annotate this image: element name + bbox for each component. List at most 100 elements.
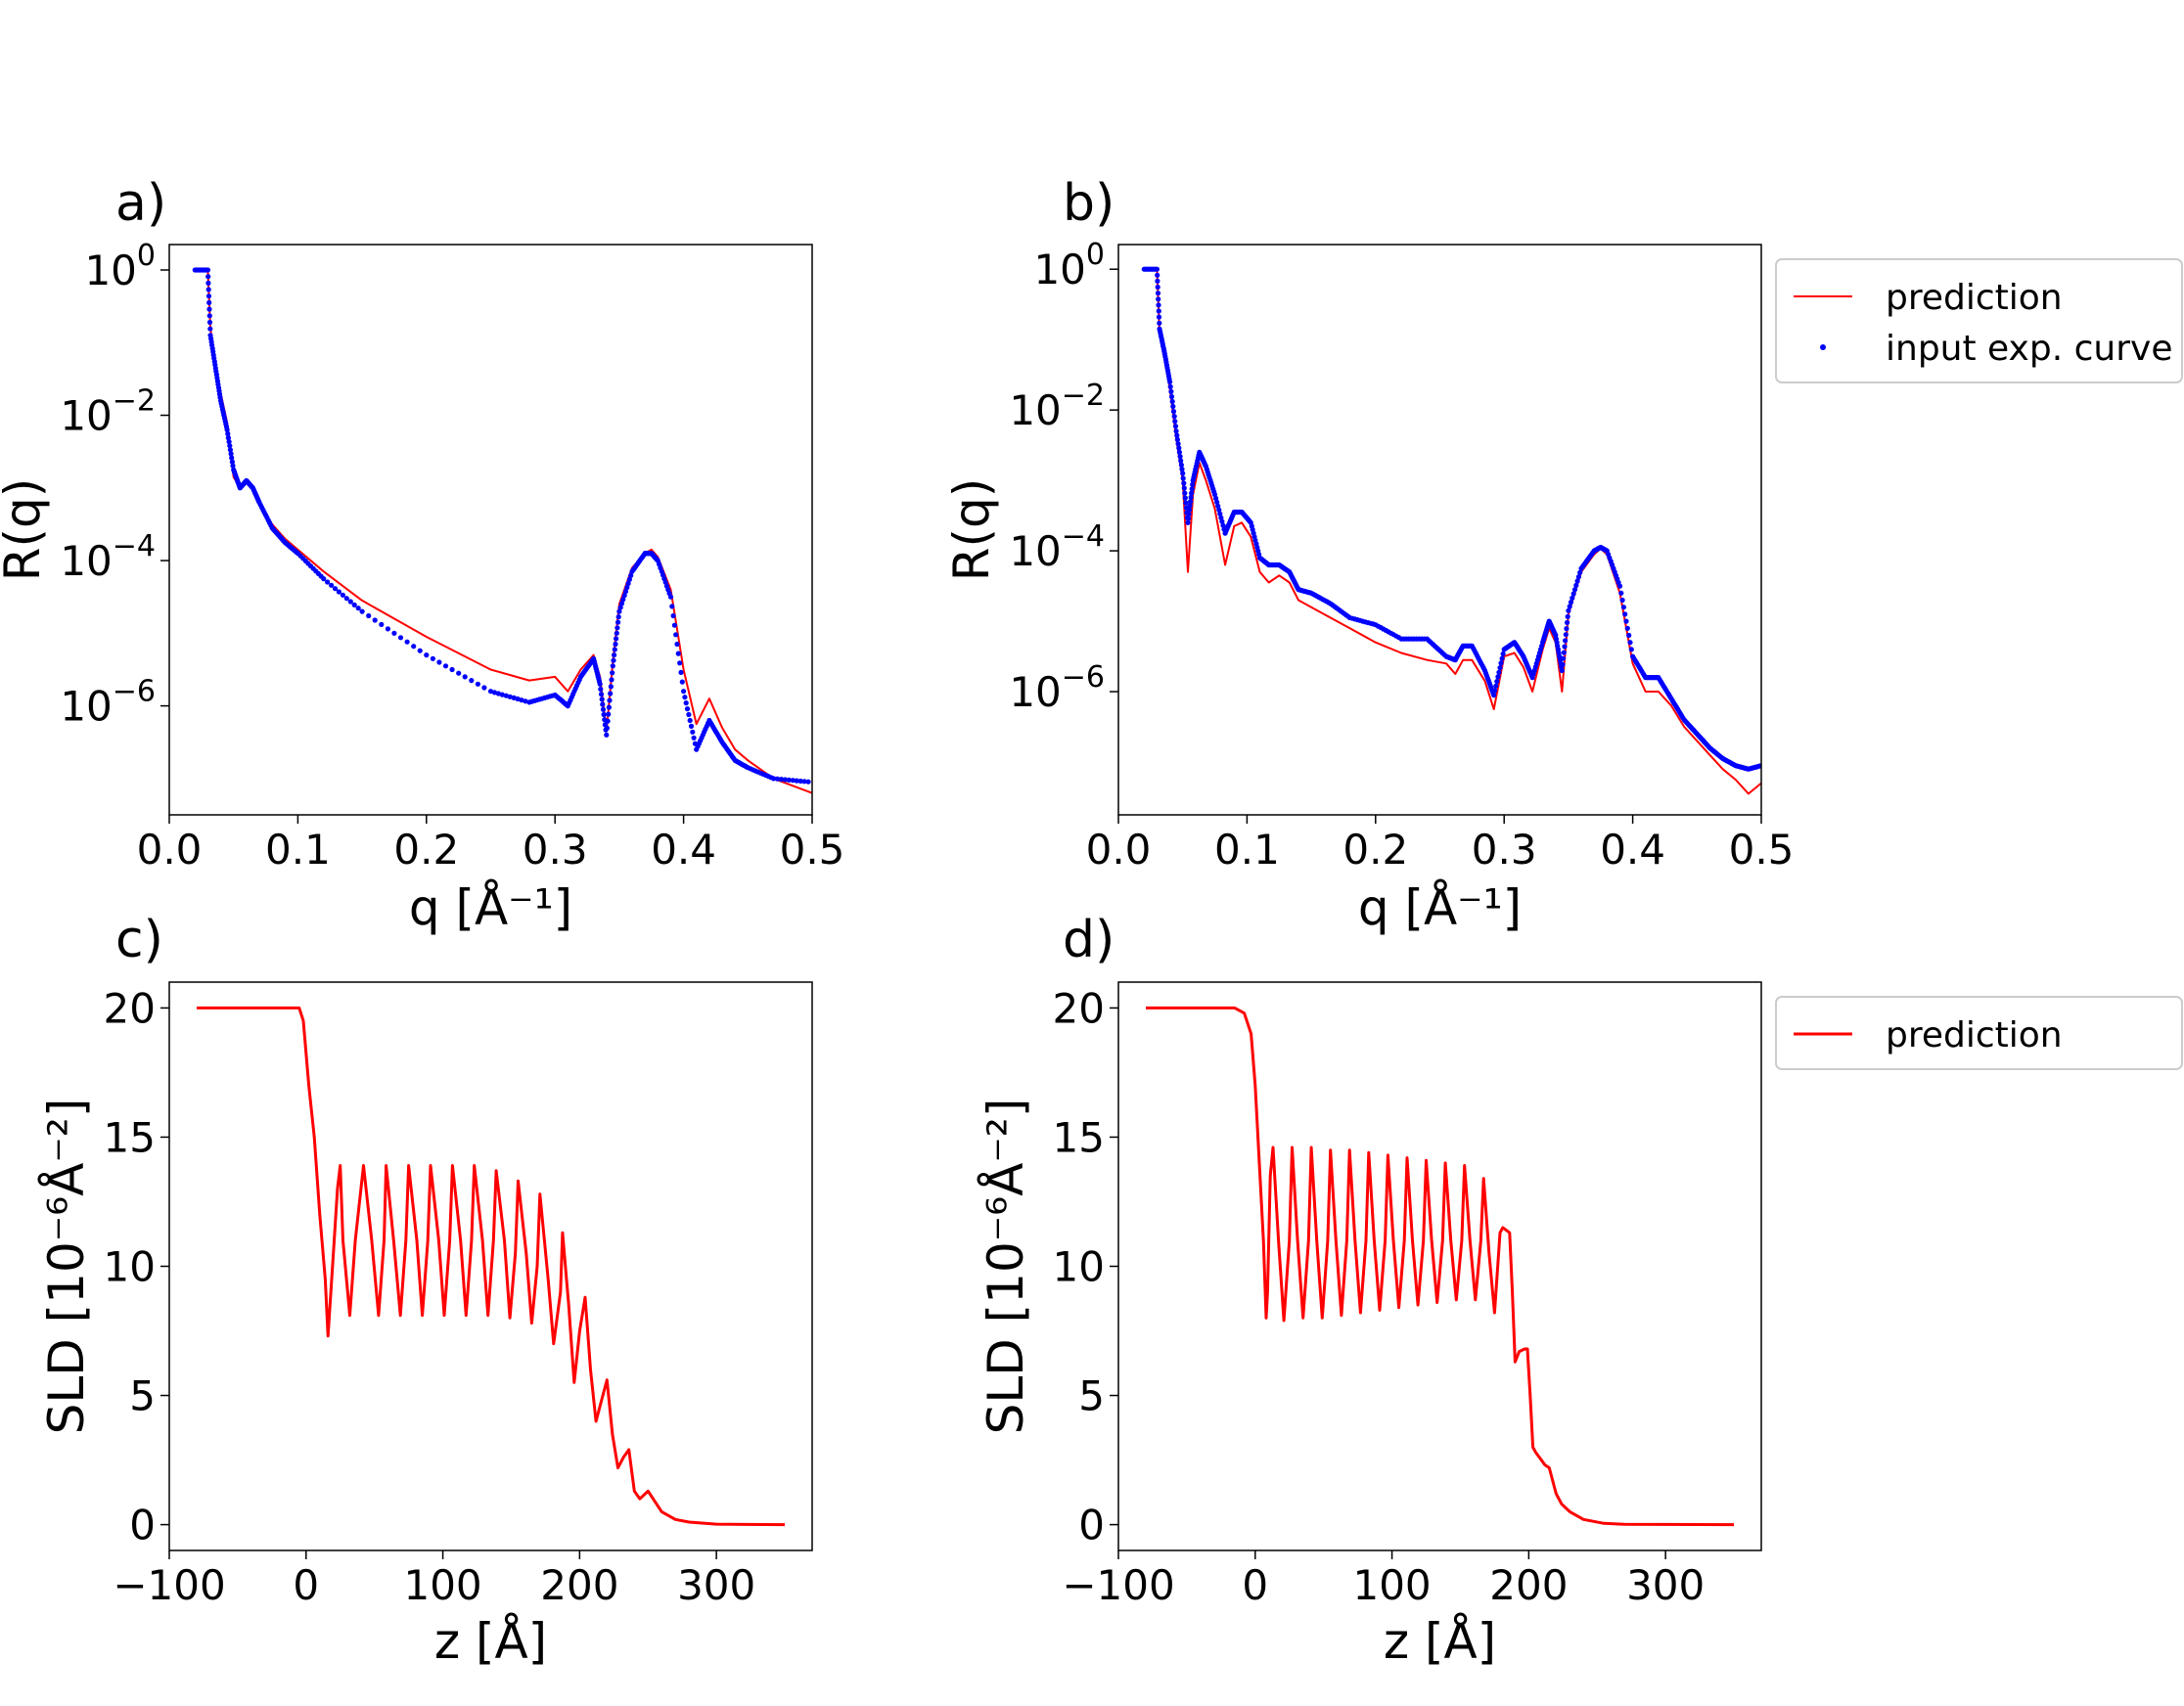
data-point [801,779,807,785]
panel-label: b) [1063,174,1115,233]
data-point [1560,661,1566,667]
data-point [597,681,603,687]
data-point [1168,393,1175,400]
data-point [1622,611,1628,617]
data-point [495,691,501,696]
data-point [771,776,777,782]
data-point [805,779,811,785]
data-point [519,697,524,703]
data-point [786,777,792,784]
data-point [1185,519,1191,525]
data-point [1173,428,1179,434]
y-tick-label: 5 [129,1372,156,1420]
data-point [1175,441,1181,447]
data-point [671,622,678,628]
data-point [475,681,480,687]
y-tick-label: 10 [104,1243,156,1291]
y-tick-label: 0 [129,1502,156,1549]
y-tick-exponent: −6 [1062,660,1105,695]
data-point [424,652,430,658]
data-point [678,669,684,676]
axes-frame [168,244,813,816]
y-tick-label: 10−6 [60,675,156,731]
data-point [612,652,617,658]
data-point [1493,683,1499,689]
data-point [491,690,497,696]
x-tick-label: 0.1 [265,826,331,874]
data-point [1188,499,1194,505]
data-point [599,696,605,702]
y-tick-exponent: −2 [1062,379,1105,413]
data-point [670,612,676,619]
data-point [499,692,505,697]
data-point [613,641,618,648]
data-point [1155,284,1160,291]
data-point [1623,618,1629,624]
data-point [1559,667,1565,674]
data-point [404,639,410,645]
data-point [207,326,213,332]
data-point [227,447,233,453]
data-point [600,701,606,707]
x-tick-label: 100 [1352,1561,1431,1609]
data-point [794,778,799,784]
data-point [1497,665,1503,671]
x-tick-label: 300 [1626,1561,1705,1609]
data-point [1156,314,1162,320]
data-point [1178,458,1184,464]
plot-data [1146,1006,1735,1527]
data-point [1181,485,1187,491]
data-point [600,706,607,712]
data-point [1566,607,1571,613]
data-point [487,689,494,695]
data-point [481,685,487,691]
data-point [225,435,231,441]
y-tick-base: 10 [1033,246,1085,293]
data-point [1180,471,1186,476]
series-line-prediction [1146,1006,1735,1527]
data-point [614,630,619,636]
y-tick-label: 15 [104,1113,156,1161]
data-point [515,696,521,702]
data-point [430,655,435,661]
data-point [598,686,604,693]
data-point [625,580,631,587]
data-point [1156,308,1161,314]
data-point [686,711,692,718]
x-axis-label: z [Å] [1384,1613,1496,1670]
data-point [1620,605,1626,610]
y-tick-label: 100 [1033,238,1105,293]
data-point [677,660,683,666]
data-point [229,455,235,461]
data-point [782,777,789,783]
data-point [606,704,613,710]
data-point [227,443,233,449]
data-point [1170,403,1176,410]
panel-d: d) −100 0 100 200 300 0 5 10 15 20 z [Å] SLD [10⁻⁶Å⁻… [978,911,2183,1670]
axes-frame [1117,244,1762,816]
data-point [1214,499,1220,505]
data-point [681,689,687,695]
data-point [511,695,517,701]
data-point [614,636,619,642]
data-point [1167,383,1173,389]
x-tick-label: 0.0 [137,826,203,874]
data-point [604,732,610,738]
data-point [1499,655,1505,661]
data-point [1156,296,1161,302]
data-point [1577,569,1583,576]
data-point [523,698,528,704]
data-point [1157,320,1162,326]
data-point [442,663,449,669]
data-point [1172,424,1179,429]
x-axis-label: q [Å⁻¹] [1358,879,1522,936]
x-tick-label: 0.5 [1729,826,1795,874]
data-point [469,678,475,684]
x-tick-label: 0.4 [651,826,716,874]
data-point [1178,462,1184,468]
data-point [1167,379,1173,384]
data-point [1179,467,1185,472]
